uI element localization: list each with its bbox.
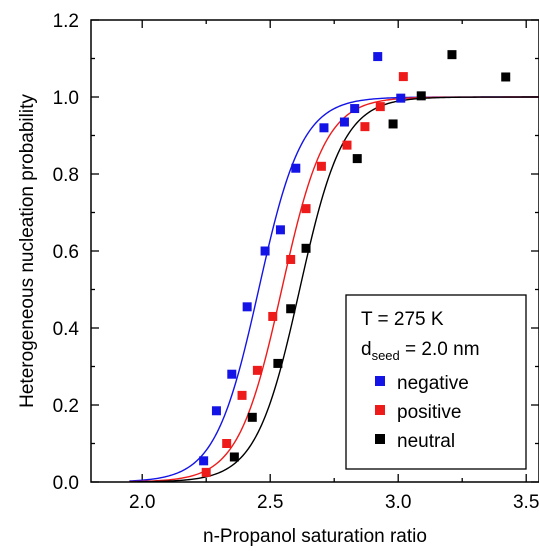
- marker-neutral: [447, 50, 457, 60]
- y-tick-label: 0.6: [53, 242, 79, 263]
- y-tick-label: 0.8: [53, 165, 79, 186]
- y-tick-label: 1.0: [53, 88, 79, 109]
- legend-temperature: T = 275 K: [361, 309, 444, 330]
- marker-neutral: [501, 72, 511, 82]
- legend-label-neutral: neutral: [397, 431, 455, 452]
- marker-positive: [360, 122, 370, 132]
- marker-positive: [268, 311, 278, 321]
- marker-negative: [350, 104, 360, 114]
- marker-positive: [201, 467, 211, 477]
- marker-positive: [237, 390, 247, 400]
- marker-neutral: [388, 119, 398, 129]
- marker-negative: [339, 117, 349, 127]
- data-markers: [199, 50, 511, 477]
- marker-positive: [316, 161, 326, 171]
- legend-marker-positive: [375, 405, 385, 415]
- marker-negative: [275, 225, 285, 235]
- fit-curve-neutral: [129, 96, 539, 483]
- y-axis-title: Heterogeneous nucleation probability: [17, 94, 38, 408]
- marker-positive: [252, 365, 262, 375]
- marker-positive: [342, 140, 352, 150]
- marker-positive: [286, 254, 296, 264]
- x-tick-labels: 2.0 2.5 3.0 3.5: [129, 492, 539, 513]
- marker-negative: [199, 456, 209, 466]
- x-tick-label: 2.0: [129, 492, 155, 513]
- marker-neutral: [273, 358, 283, 368]
- legend: T = 275 K dseed = 2.0 nm negative positi…: [345, 294, 527, 470]
- y-tick-label: 0.0: [53, 473, 79, 494]
- marker-positive: [375, 102, 385, 112]
- y-tick-label: 0.2: [53, 396, 79, 417]
- legend-label-positive: positive: [397, 402, 461, 423]
- legend-seed-subscript: seed: [372, 348, 400, 363]
- marker-negative: [227, 369, 237, 379]
- marker-positive: [301, 204, 311, 214]
- marker-neutral: [286, 304, 296, 314]
- x-tick-label: 3.0: [385, 492, 411, 513]
- marker-negative: [291, 163, 301, 173]
- legend-marker-neutral: [375, 434, 385, 444]
- marker-negative: [396, 93, 406, 103]
- marker-neutral: [352, 154, 362, 164]
- fit-curves: [129, 96, 539, 483]
- marker-negative: [319, 123, 329, 133]
- marker-positive: [222, 439, 232, 448]
- legend-marker-negative: [375, 376, 385, 386]
- legend-label-negative: negative: [397, 373, 469, 394]
- marker-positive: [398, 72, 408, 82]
- x-tick-label: 2.5: [257, 492, 283, 513]
- legend-seed-value: = 2.0 nm: [400, 339, 480, 360]
- legend-seed-diameter: dseed = 2.0 nm: [361, 339, 480, 363]
- x-tick-label: 3.5: [513, 492, 539, 513]
- marker-neutral: [229, 452, 239, 462]
- marker-negative: [242, 302, 252, 312]
- legend-seed-d: d: [361, 339, 372, 360]
- marker-neutral: [416, 91, 426, 101]
- y-tick-label: 0.4: [53, 319, 80, 340]
- marker-neutral: [247, 412, 257, 422]
- y-tick-labels: 0.0 0.2 0.4 0.6 0.8 1.0 1.2: [53, 11, 80, 494]
- marker-negative: [373, 52, 383, 62]
- marker-negative: [211, 406, 221, 416]
- y-tick-label: 1.2: [53, 11, 79, 32]
- x-axis-title: n-Propanol saturation ratio: [203, 526, 427, 547]
- marker-negative: [260, 246, 270, 256]
- marker-neutral: [301, 243, 311, 253]
